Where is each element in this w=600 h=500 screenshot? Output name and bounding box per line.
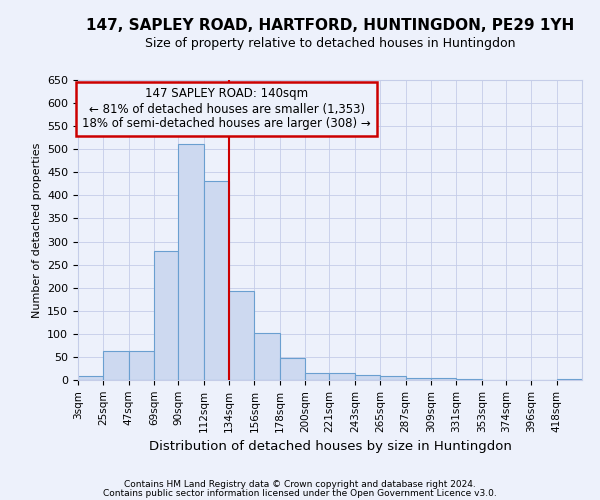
Bar [329,372,355,380]
Bar [380,376,406,380]
Bar [204,180,229,380]
Bar [355,376,380,380]
Y-axis label: Number of detached properties: Number of detached properties [32,142,41,318]
Bar [229,292,254,380]
Bar [254,334,280,380]
Bar [431,378,456,380]
Bar [280,358,305,380]
Bar [406,378,431,380]
X-axis label: Distribution of detached houses by size in Huntingdon: Distribution of detached houses by size … [149,440,511,453]
Text: 147 SAPLEY ROAD: 140sqm
← 81% of detached houses are smaller (1,353)
18% of semi: 147 SAPLEY ROAD: 140sqm ← 81% of detache… [82,88,371,130]
Bar [456,379,482,380]
Bar [78,376,103,380]
Bar [129,351,154,380]
Text: 147, SAPLEY ROAD, HARTFORD, HUNTINGDON, PE29 1YH: 147, SAPLEY ROAD, HARTFORD, HUNTINGDON, … [86,18,574,32]
Bar [178,144,204,380]
Text: Contains public sector information licensed under the Open Government Licence v3: Contains public sector information licen… [103,488,497,498]
Bar [557,379,582,380]
Text: Contains HM Land Registry data © Crown copyright and database right 2024.: Contains HM Land Registry data © Crown c… [124,480,476,489]
Bar [305,373,329,380]
Bar [103,351,129,380]
Text: Size of property relative to detached houses in Huntingdon: Size of property relative to detached ho… [145,38,515,51]
Bar [154,251,178,380]
